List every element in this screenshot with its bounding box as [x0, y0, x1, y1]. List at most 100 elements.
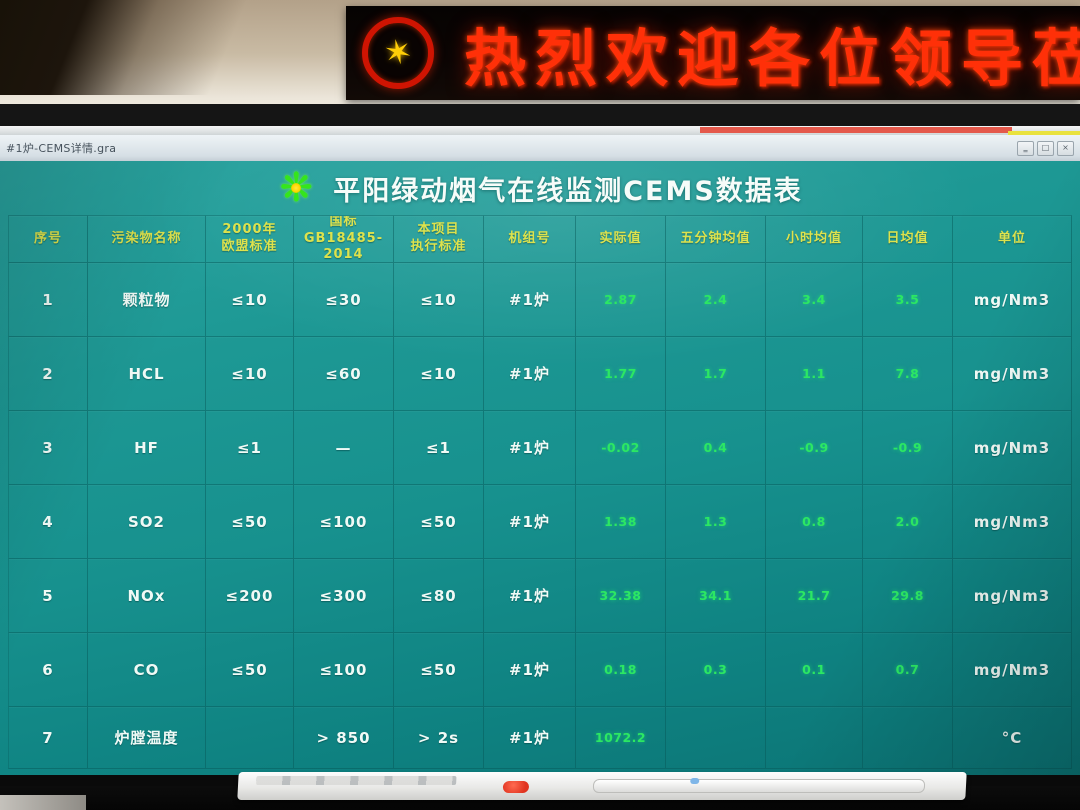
measurement-value-cell: 0.7: [863, 633, 953, 707]
measurement-value-cell: 32.38: [576, 559, 666, 633]
table-cell: mg/Nm3: [953, 411, 1072, 485]
minimize-button[interactable]: ‗: [1017, 140, 1034, 156]
measurement-value-cell: 21.7: [766, 559, 863, 633]
table-cell: HF: [88, 411, 206, 485]
table-cell: #1炉: [484, 485, 576, 559]
table-row: 5 NOx ≤200 ≤300 ≤80 #1炉 32.38 34.1 21.7 29.8 mg/Nm…: [8, 559, 1072, 633]
column-header: 2000年 欧盟标准: [206, 215, 294, 263]
measurement-value-cell: 0.4: [666, 411, 766, 485]
page-title: 平阳绿动烟气在线监测CEMS数据表: [333, 175, 803, 207]
table-row: 4 SO2 ≤50 ≤100 ≤50 #1炉 1.38 1.3 0.8 2.0 mg/Nm3: [8, 485, 1072, 559]
table-cell: HCL: [88, 337, 206, 411]
table-cell: SO2: [88, 485, 206, 559]
table-cell: > 850: [294, 707, 394, 769]
column-header: 小时均值: [766, 215, 863, 263]
table-cell: #1炉: [484, 411, 576, 485]
green-flower-logo-icon: ❋: [277, 168, 315, 208]
measurement-value-cell: 1072.2: [576, 707, 666, 769]
desk-corner: [0, 795, 86, 810]
table-cell: ≤100: [294, 633, 394, 707]
measurement-value-cell: 1.3: [666, 485, 766, 559]
table-cell: #1炉: [484, 337, 576, 411]
measurement-value-cell: 7.8: [863, 337, 953, 411]
table-cell: ≤1: [394, 411, 484, 485]
measurement-value-cell: 2.0: [863, 485, 953, 559]
measurement-value-cell: 1.77: [576, 337, 666, 411]
ceiling-shadow: [0, 0, 360, 95]
table-cell: #1炉: [484, 707, 576, 769]
table-cell: mg/Nm3: [953, 559, 1072, 633]
measurement-value-cell: 2.87: [576, 263, 666, 337]
table-cell: ≤10: [206, 263, 294, 337]
table-cell: 7: [8, 707, 88, 769]
measurement-value-cell: -0.9: [766, 411, 863, 485]
measurement-value-cell: 1.1: [766, 337, 863, 411]
measurement-value-cell: 34.1: [666, 559, 766, 633]
column-header: 序号: [8, 215, 88, 263]
table-cell: #1炉: [484, 559, 576, 633]
measurement-value-cell: 29.8: [863, 559, 953, 633]
table-cell: 炉膛温度: [88, 707, 206, 769]
table-cell: mg/Nm3: [953, 337, 1072, 411]
monitor: #1炉-CEMS详情.gra ‗ □ × ❋ 平阳绿动烟气在线监测CEMS数据表…: [0, 104, 1080, 788]
maximize-button[interactable]: □: [1037, 140, 1054, 156]
table-cell: ≤50: [206, 633, 294, 707]
table-cell: 4: [8, 485, 88, 559]
led-banner-text: 热烈欢迎各位领导莅: [464, 22, 1080, 95]
table-cell: ≤100: [294, 485, 394, 559]
tray-buttons-strip: [256, 776, 457, 785]
column-header: 机组号: [484, 215, 576, 263]
column-header: 污染物名称: [88, 215, 206, 263]
app-title-bar: ❋ 平阳绿动烟气在线监测CEMS数据表: [0, 161, 1080, 215]
table-row: 6 CO ≤50 ≤100 ≤50 #1炉 0.18 0.3 0.1 0.7 mg/Nm3: [8, 633, 1072, 707]
screen-top-edge: [0, 126, 1080, 135]
table-cell: ≤50: [394, 485, 484, 559]
column-header: 日均值: [863, 215, 953, 263]
measurement-value-cell: -0.9: [863, 411, 953, 485]
measurement-value-cell: 0.8: [766, 485, 863, 559]
table-cell: mg/Nm3: [953, 485, 1072, 559]
table-cell: mg/Nm3: [953, 633, 1072, 707]
table-cell: 5: [8, 559, 88, 633]
measurement-value-cell: 1.38: [576, 485, 666, 559]
measurement-value-cell: 0.1: [766, 633, 863, 707]
tray-red-button[interactable]: [502, 781, 530, 793]
table-cell: ≤80: [394, 559, 484, 633]
column-header: 单位: [953, 215, 1072, 263]
measurement-value-cell: 1.7: [666, 337, 766, 411]
table-row: 1 颗粒物 ≤10 ≤30 ≤10 #1炉 2.87 2.4 3.4 3.5 mg/Nm3: [8, 263, 1072, 337]
table-cell: 3: [8, 411, 88, 485]
table-cell: °C: [953, 707, 1072, 769]
table-cell: > 2s: [394, 707, 484, 769]
close-button[interactable]: ×: [1057, 140, 1074, 156]
column-header: 实际值: [576, 215, 666, 263]
window-controls: ‗ □ ×: [1017, 140, 1074, 156]
table-cell: 1: [8, 263, 88, 337]
table-cell: ≤10: [394, 337, 484, 411]
measurement-value-cell: [863, 707, 953, 769]
window-titlebar: #1炉-CEMS详情.gra ‗ □ ×: [0, 135, 1080, 161]
star-icon: ✶: [379, 30, 417, 76]
table-cell: 6: [8, 633, 88, 707]
led-banner: ✶ 热烈欢迎各位领导莅: [346, 6, 1080, 100]
table-cell: ≤60: [294, 337, 394, 411]
table-cell: —: [294, 411, 394, 485]
table-cell: 2: [8, 337, 88, 411]
red-indicator-strip: [700, 127, 1012, 133]
whiteboard-pen[interactable]: [592, 779, 926, 793]
table-cell: ≤30: [294, 263, 394, 337]
table-body: 1 颗粒物 ≤10 ≤30 ≤10 #1炉 2.87 2.4 3.4 3.5 mg/Nm3 2 HCL ≤…: [8, 263, 1072, 771]
measurement-value-cell: 0.3: [666, 633, 766, 707]
table-row: 3 HF ≤1— ≤1 #1炉 -0.02 0.4 -0.9 -0.9 mg/Nm3: [8, 411, 1072, 485]
column-header: 国标 GB18485-2014: [294, 215, 394, 263]
table-cell: CO: [88, 633, 206, 707]
table-cell: NOx: [88, 559, 206, 633]
table-cell: ≤50: [206, 485, 294, 559]
tray-blue-dot: [690, 778, 700, 784]
cems-data-table: 序号 污染物名称 2000年 欧盟标准 国标 GB18485-2014 本项目 执行标准…: [8, 215, 1072, 771]
pen-tray: [237, 772, 967, 800]
measurement-value-cell: 3.5: [863, 263, 953, 337]
measurement-value-cell: [766, 707, 863, 769]
